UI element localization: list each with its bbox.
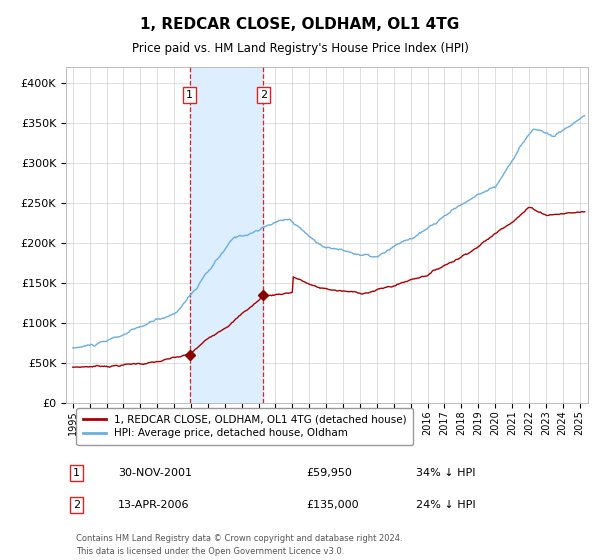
Bar bbox=[190, 67, 263, 403]
Text: 1, REDCAR CLOSE, OLDHAM, OL1 4TG: 1, REDCAR CLOSE, OLDHAM, OL1 4TG bbox=[140, 17, 460, 32]
Legend: 1, REDCAR CLOSE, OLDHAM, OL1 4TG (detached house), HPI: Average price, detached : 1, REDCAR CLOSE, OLDHAM, OL1 4TG (detach… bbox=[76, 408, 413, 445]
Text: 30-NOV-2001: 30-NOV-2001 bbox=[118, 468, 192, 478]
Text: This data is licensed under the Open Government Licence v3.0.: This data is licensed under the Open Gov… bbox=[76, 547, 345, 556]
Text: 34% ↓ HPI: 34% ↓ HPI bbox=[416, 468, 475, 478]
Text: 2: 2 bbox=[73, 500, 80, 510]
Text: 13-APR-2006: 13-APR-2006 bbox=[118, 500, 190, 510]
Text: 24% ↓ HPI: 24% ↓ HPI bbox=[416, 500, 475, 510]
Text: Price paid vs. HM Land Registry's House Price Index (HPI): Price paid vs. HM Land Registry's House … bbox=[131, 42, 469, 55]
Text: 1: 1 bbox=[186, 90, 193, 100]
Text: £135,000: £135,000 bbox=[306, 500, 359, 510]
Text: Contains HM Land Registry data © Crown copyright and database right 2024.: Contains HM Land Registry data © Crown c… bbox=[76, 534, 403, 543]
Text: 1: 1 bbox=[73, 468, 80, 478]
Text: 2: 2 bbox=[260, 90, 267, 100]
Text: £59,950: £59,950 bbox=[306, 468, 352, 478]
